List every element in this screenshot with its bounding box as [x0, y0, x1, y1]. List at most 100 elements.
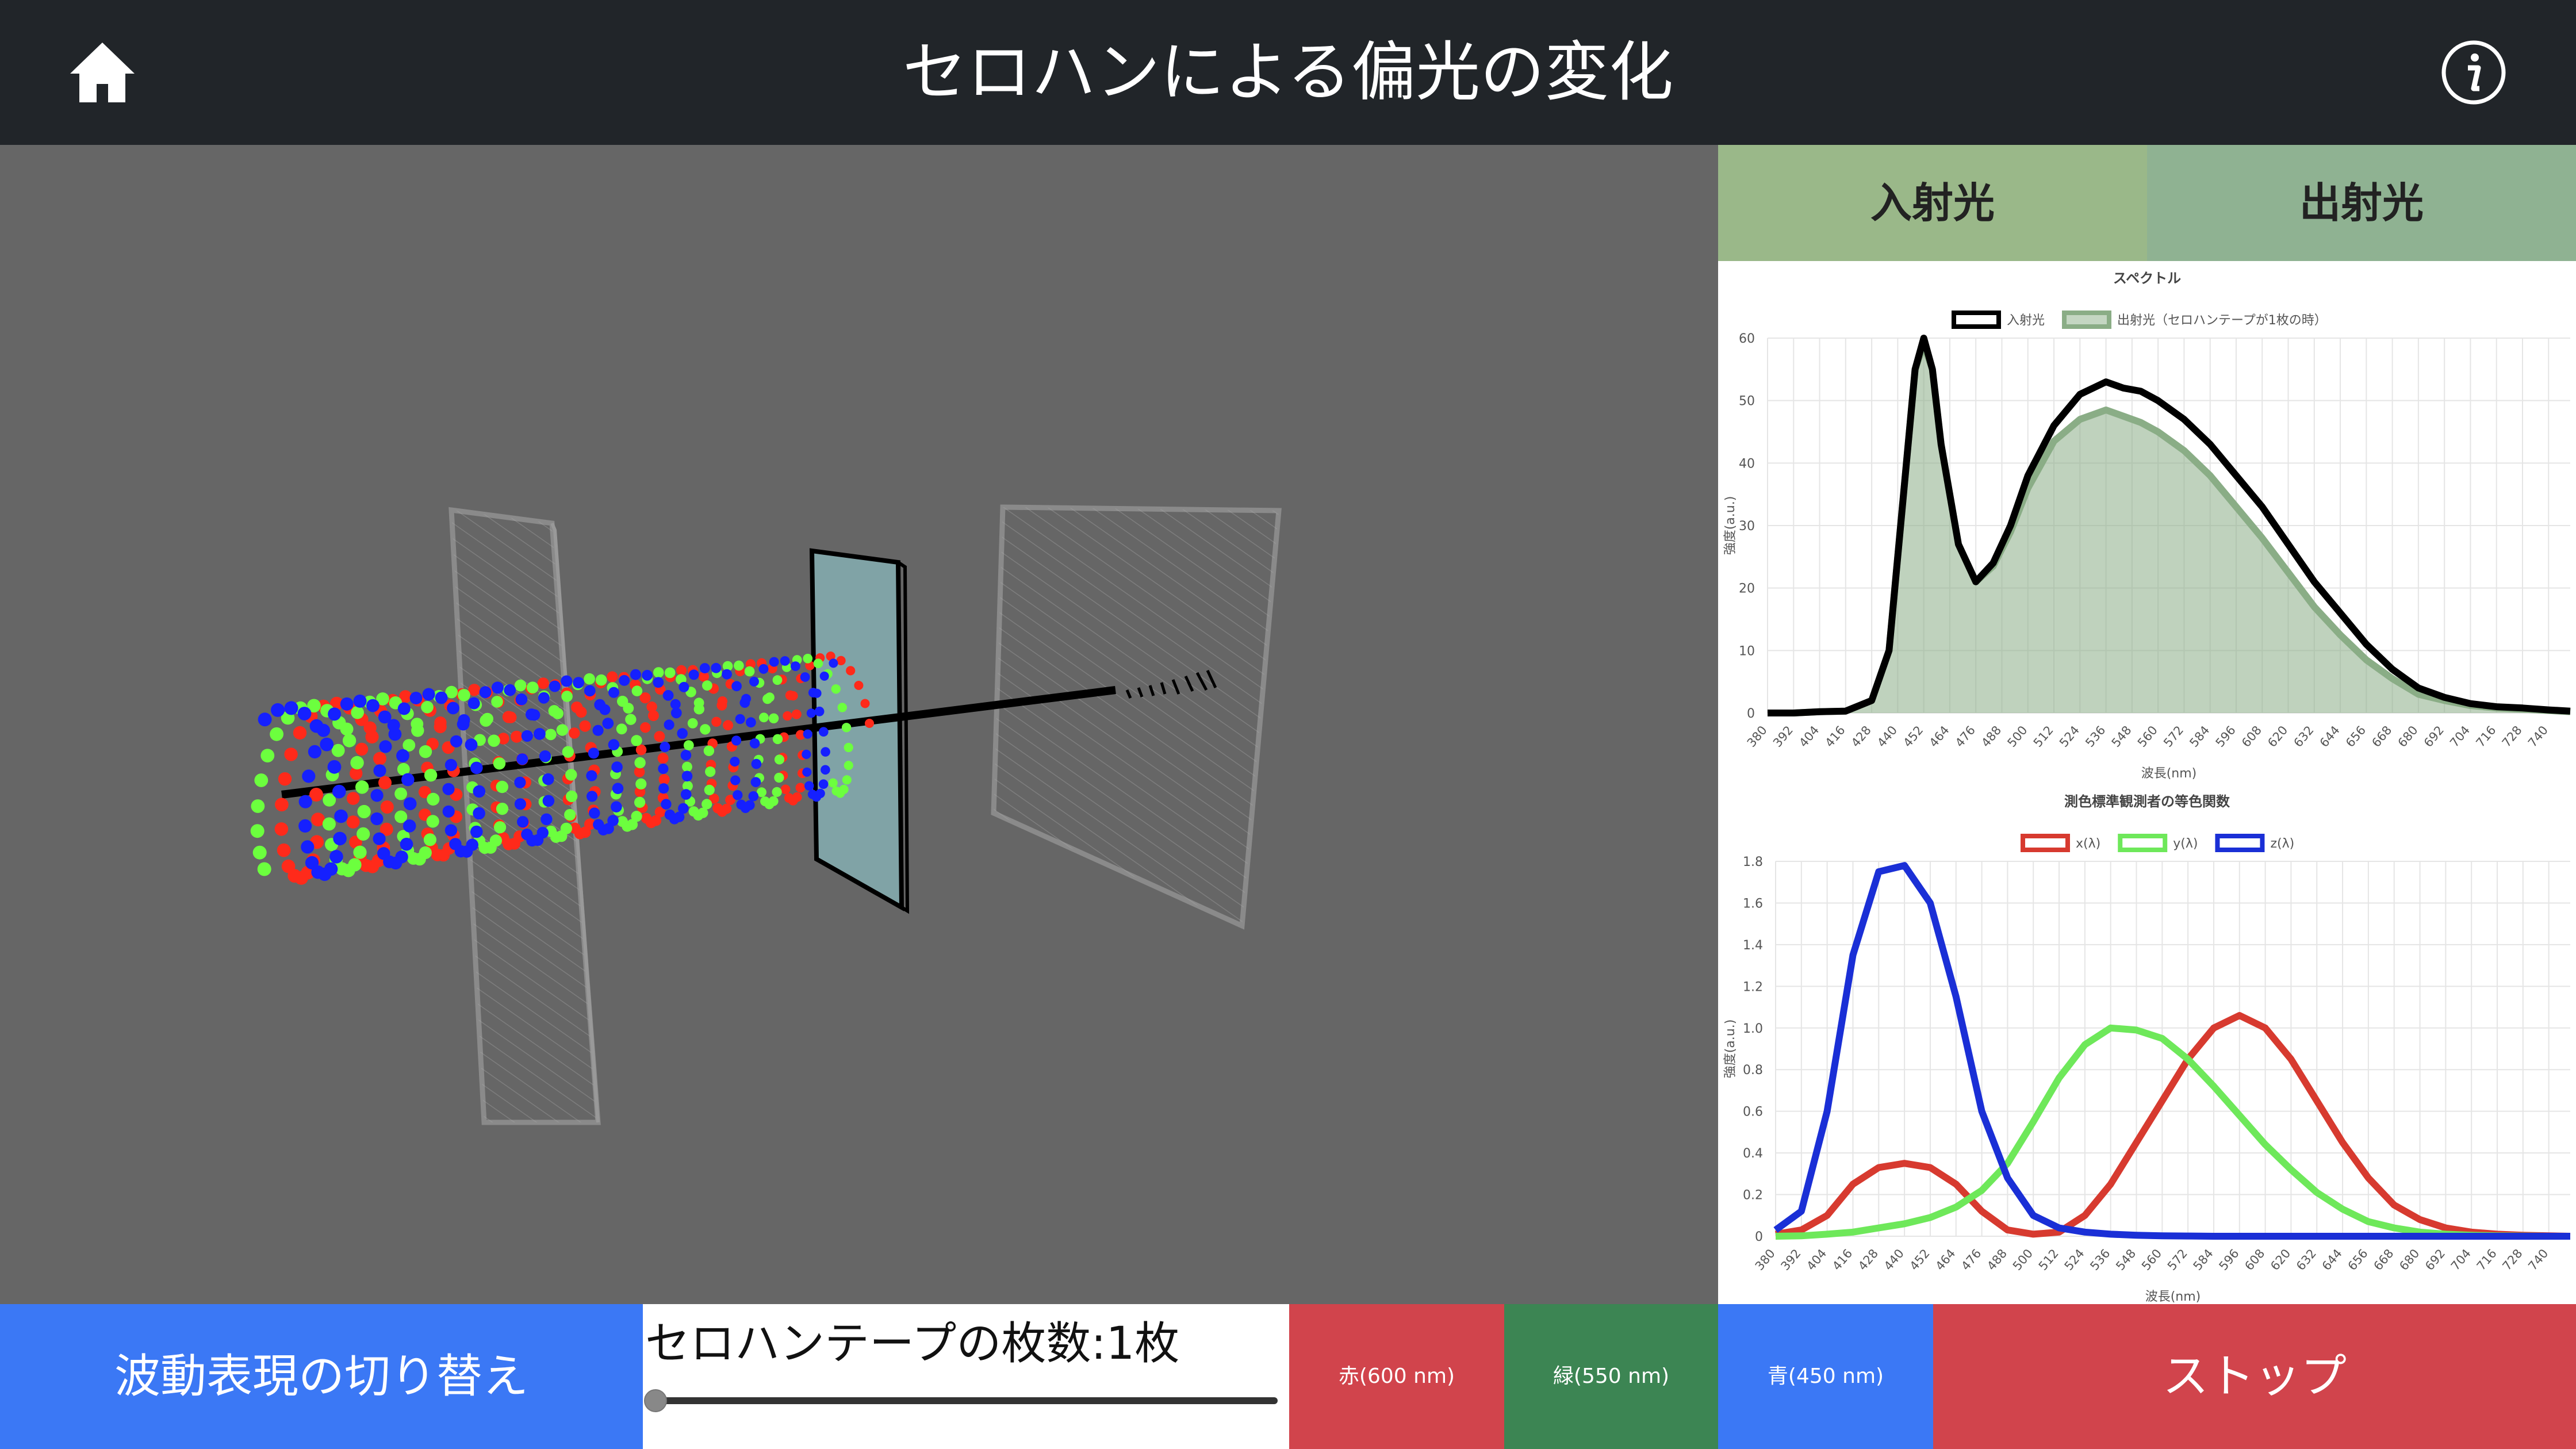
x-tick-label: 692	[2421, 723, 2447, 750]
wave-dot	[329, 696, 344, 710]
wave-dot	[458, 689, 470, 702]
home-icon[interactable]	[67, 38, 138, 107]
wave-dot	[511, 730, 523, 743]
wave-dot	[748, 791, 759, 802]
wave-dot	[270, 727, 283, 741]
blue-light-button[interactable]: 青(450 nm)	[1718, 1304, 1933, 1449]
x-tick-label: 644	[2320, 1247, 2345, 1273]
axis-arrow	[1125, 669, 1217, 699]
wave-dot	[660, 741, 670, 753]
wave-dot	[564, 808, 576, 821]
wave-dot	[504, 684, 516, 696]
wave-dot	[654, 731, 665, 742]
x-tick-label: 632	[2291, 723, 2316, 750]
wave-dot	[653, 677, 664, 688]
side-panel: 入射光 出射光 スペクトル 入射光 出射光（セロハンテープが1枚の時） 0 10 20 30…	[1718, 145, 2576, 1304]
x-tick-label: 488	[1984, 1247, 2010, 1273]
legend-swatch[interactable]	[2021, 834, 2070, 852]
legend-swatch[interactable]	[2062, 310, 2112, 329]
3d-scene[interactable]	[0, 145, 1718, 1304]
wave-dot	[450, 735, 463, 747]
x-tick-label: 464	[1933, 1247, 1958, 1273]
wave-dot	[435, 691, 448, 704]
x-tick-label: 584	[2191, 1247, 2216, 1273]
x-tick-label: 704	[2448, 1247, 2474, 1273]
wave-dot	[831, 684, 841, 694]
wave-dot	[765, 692, 775, 703]
wave-dot	[760, 796, 770, 807]
tape-slider-track[interactable]	[654, 1397, 1278, 1404]
wave-dot	[759, 712, 769, 723]
wave-dot	[657, 753, 669, 764]
wave-dot	[521, 829, 533, 841]
wave-dot	[373, 764, 386, 777]
y-tick-label: 1.6	[1743, 896, 1763, 911]
tape-slider-thumb[interactable]	[644, 1389, 667, 1412]
wave-dot	[377, 847, 390, 860]
tab-outgoing[interactable]: 出射光	[2147, 145, 2576, 261]
legend-label: 入射光	[2007, 313, 2045, 328]
x-tick-label: 548	[2109, 723, 2134, 750]
wave-dot	[552, 708, 564, 719]
green-light-button[interactable]: 緑(550 nm)	[1504, 1304, 1718, 1449]
wave-dot	[579, 720, 591, 732]
legend-swatch[interactable]	[2215, 834, 2265, 852]
wave-dot	[698, 671, 709, 682]
wave-dot	[251, 799, 265, 813]
y-tick-label: 0.6	[1743, 1105, 1763, 1120]
wave-dot	[725, 795, 735, 805]
x-tick-label: 392	[1778, 1247, 1803, 1273]
wave-dot	[537, 677, 549, 689]
tab-incident[interactable]: 入射光	[1718, 145, 2147, 261]
wave-dot	[447, 702, 459, 715]
wave-dot	[693, 697, 704, 708]
wave-dot	[332, 784, 346, 799]
cellophane-plate	[809, 548, 910, 914]
wave-dot	[297, 707, 312, 720]
x-tick-label: 392	[1770, 723, 1796, 750]
wave-dot	[497, 733, 509, 745]
wave-dot	[516, 753, 528, 765]
red-light-button[interactable]: 赤(600 nm)	[1289, 1304, 1504, 1449]
light-axis	[281, 686, 1116, 799]
stop-button[interactable]: ストップ	[1933, 1304, 2576, 1449]
wave-dot	[402, 739, 416, 752]
wave-dot	[311, 812, 325, 827]
wave-dot	[488, 734, 500, 747]
info-icon[interactable]	[2440, 39, 2507, 106]
wave-dot	[631, 685, 643, 696]
wave-dot	[496, 780, 508, 793]
wave-dot	[616, 723, 627, 735]
legend-label: 出射光（セロハンテープが1枚の時）	[2117, 313, 2327, 328]
x-tick-label: 428	[1849, 723, 1874, 750]
wave-dot	[458, 714, 470, 726]
wave-toggle-button[interactable]: 波動表現の切り替え	[0, 1304, 643, 1449]
wave-dot	[467, 697, 480, 710]
wave-dot	[340, 722, 354, 736]
x-tick-label: 596	[2213, 723, 2238, 750]
y-tick-label: 0	[1747, 707, 1755, 721]
x-tick-label: 620	[2265, 723, 2290, 750]
x-tick-label: 656	[2345, 1247, 2371, 1273]
wave-dot	[491, 681, 504, 694]
wave-dot	[298, 819, 312, 833]
wave-dot	[700, 724, 711, 735]
wave-dot	[562, 746, 574, 758]
wave-dot	[356, 827, 370, 841]
legend-swatch[interactable]	[2118, 834, 2168, 852]
legend-swatch[interactable]	[1952, 310, 2001, 329]
wave-dot	[586, 791, 598, 802]
wave-dot	[328, 707, 342, 721]
wave-dot	[423, 833, 437, 846]
wave-dot	[380, 800, 394, 814]
x-tick-label: 512	[2036, 1247, 2061, 1273]
wave-dot	[814, 706, 825, 716]
wave-dot	[470, 761, 483, 775]
wave-dot	[595, 674, 607, 686]
wave-dot	[284, 747, 298, 761]
wave-dot	[780, 656, 790, 666]
wave-dot	[588, 747, 599, 759]
y-tick-label: 0.2	[1743, 1189, 1763, 1203]
wave-dot	[426, 815, 439, 828]
wave-dot	[683, 740, 694, 750]
